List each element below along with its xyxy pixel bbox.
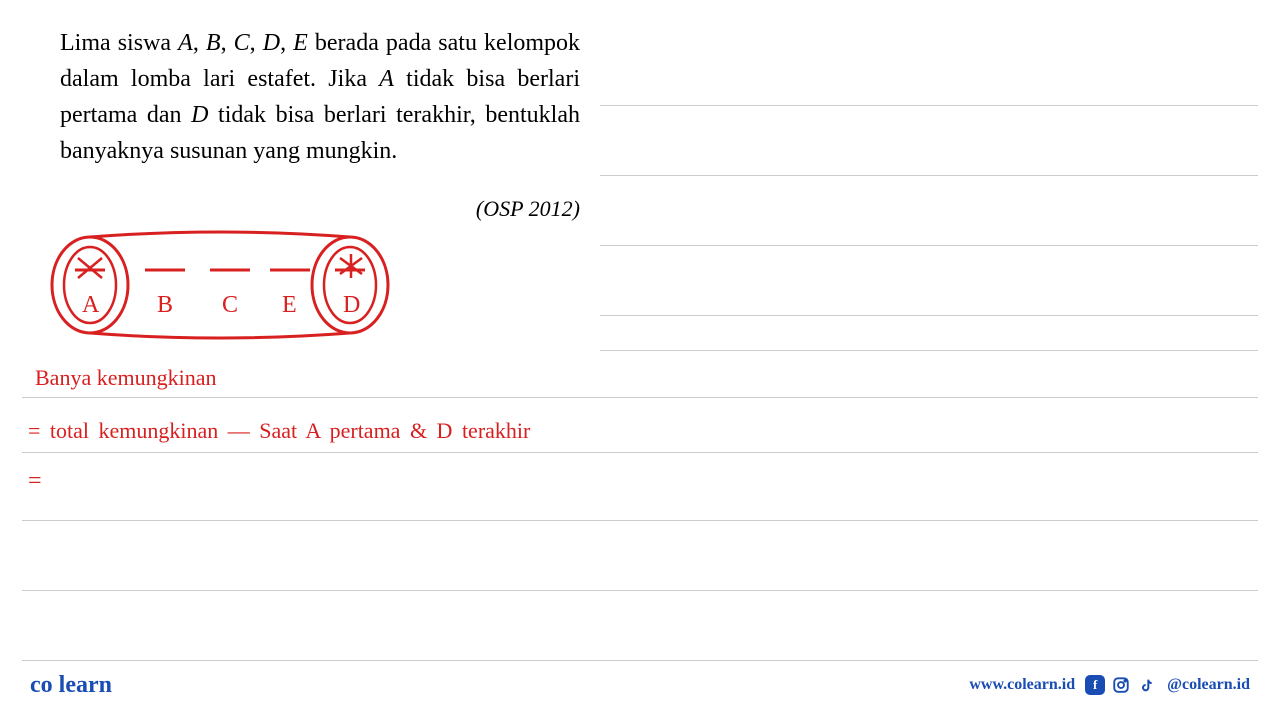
- svg-text:B: B: [157, 292, 173, 318]
- handwriting-line-3: =: [28, 468, 42, 495]
- problem-var-d: D: [263, 30, 280, 56]
- ruled-line: [22, 660, 1258, 661]
- problem-var-a: A: [178, 30, 193, 56]
- ruled-line: [600, 315, 1258, 316]
- logo-co: co: [30, 672, 53, 698]
- footer-handle: @colearn.id: [1167, 676, 1250, 694]
- footer-right: www.colearn.id f @colearn.id: [969, 675, 1250, 695]
- social-icons: f: [1085, 675, 1157, 695]
- instagram-icon: [1111, 675, 1131, 695]
- brand-logo: co learn: [30, 672, 112, 699]
- svg-text:D: D: [343, 292, 360, 318]
- problem-source: (OSP 2012): [476, 196, 580, 222]
- footer-url: www.colearn.id: [969, 676, 1075, 694]
- problem-var-b: B: [206, 30, 221, 56]
- ruled-line: [22, 520, 1258, 521]
- problem-statement: Lima siswa A, B, C, D, E berada pada sat…: [60, 25, 580, 169]
- ruled-line: [600, 105, 1258, 106]
- ruled-line: [600, 245, 1258, 246]
- ruled-line: [22, 590, 1258, 591]
- ruled-line: [22, 452, 1258, 453]
- handwriting-line-2: = total kemungkinan — Saat A pertama & D…: [28, 418, 530, 444]
- svg-text:C: C: [222, 292, 238, 318]
- svg-text:A: A: [82, 292, 100, 318]
- svg-text:E: E: [282, 292, 297, 318]
- problem-text-part: Lima siswa: [60, 30, 178, 56]
- ruled-line: [600, 350, 1258, 351]
- facebook-icon: f: [1085, 675, 1105, 695]
- handwriting-line-1: Banya kemungkinan: [35, 365, 216, 391]
- handwriting-diagram: A B C E D: [50, 230, 400, 340]
- tiktok-icon: [1137, 675, 1157, 695]
- footer: co learn www.colearn.id f @colearn.id: [0, 665, 1280, 705]
- logo-learn: learn: [59, 672, 112, 698]
- problem-var-c: C: [234, 30, 250, 56]
- ruled-line: [22, 397, 1258, 398]
- problem-var-e: E: [293, 30, 308, 56]
- ruled-line: [600, 175, 1258, 176]
